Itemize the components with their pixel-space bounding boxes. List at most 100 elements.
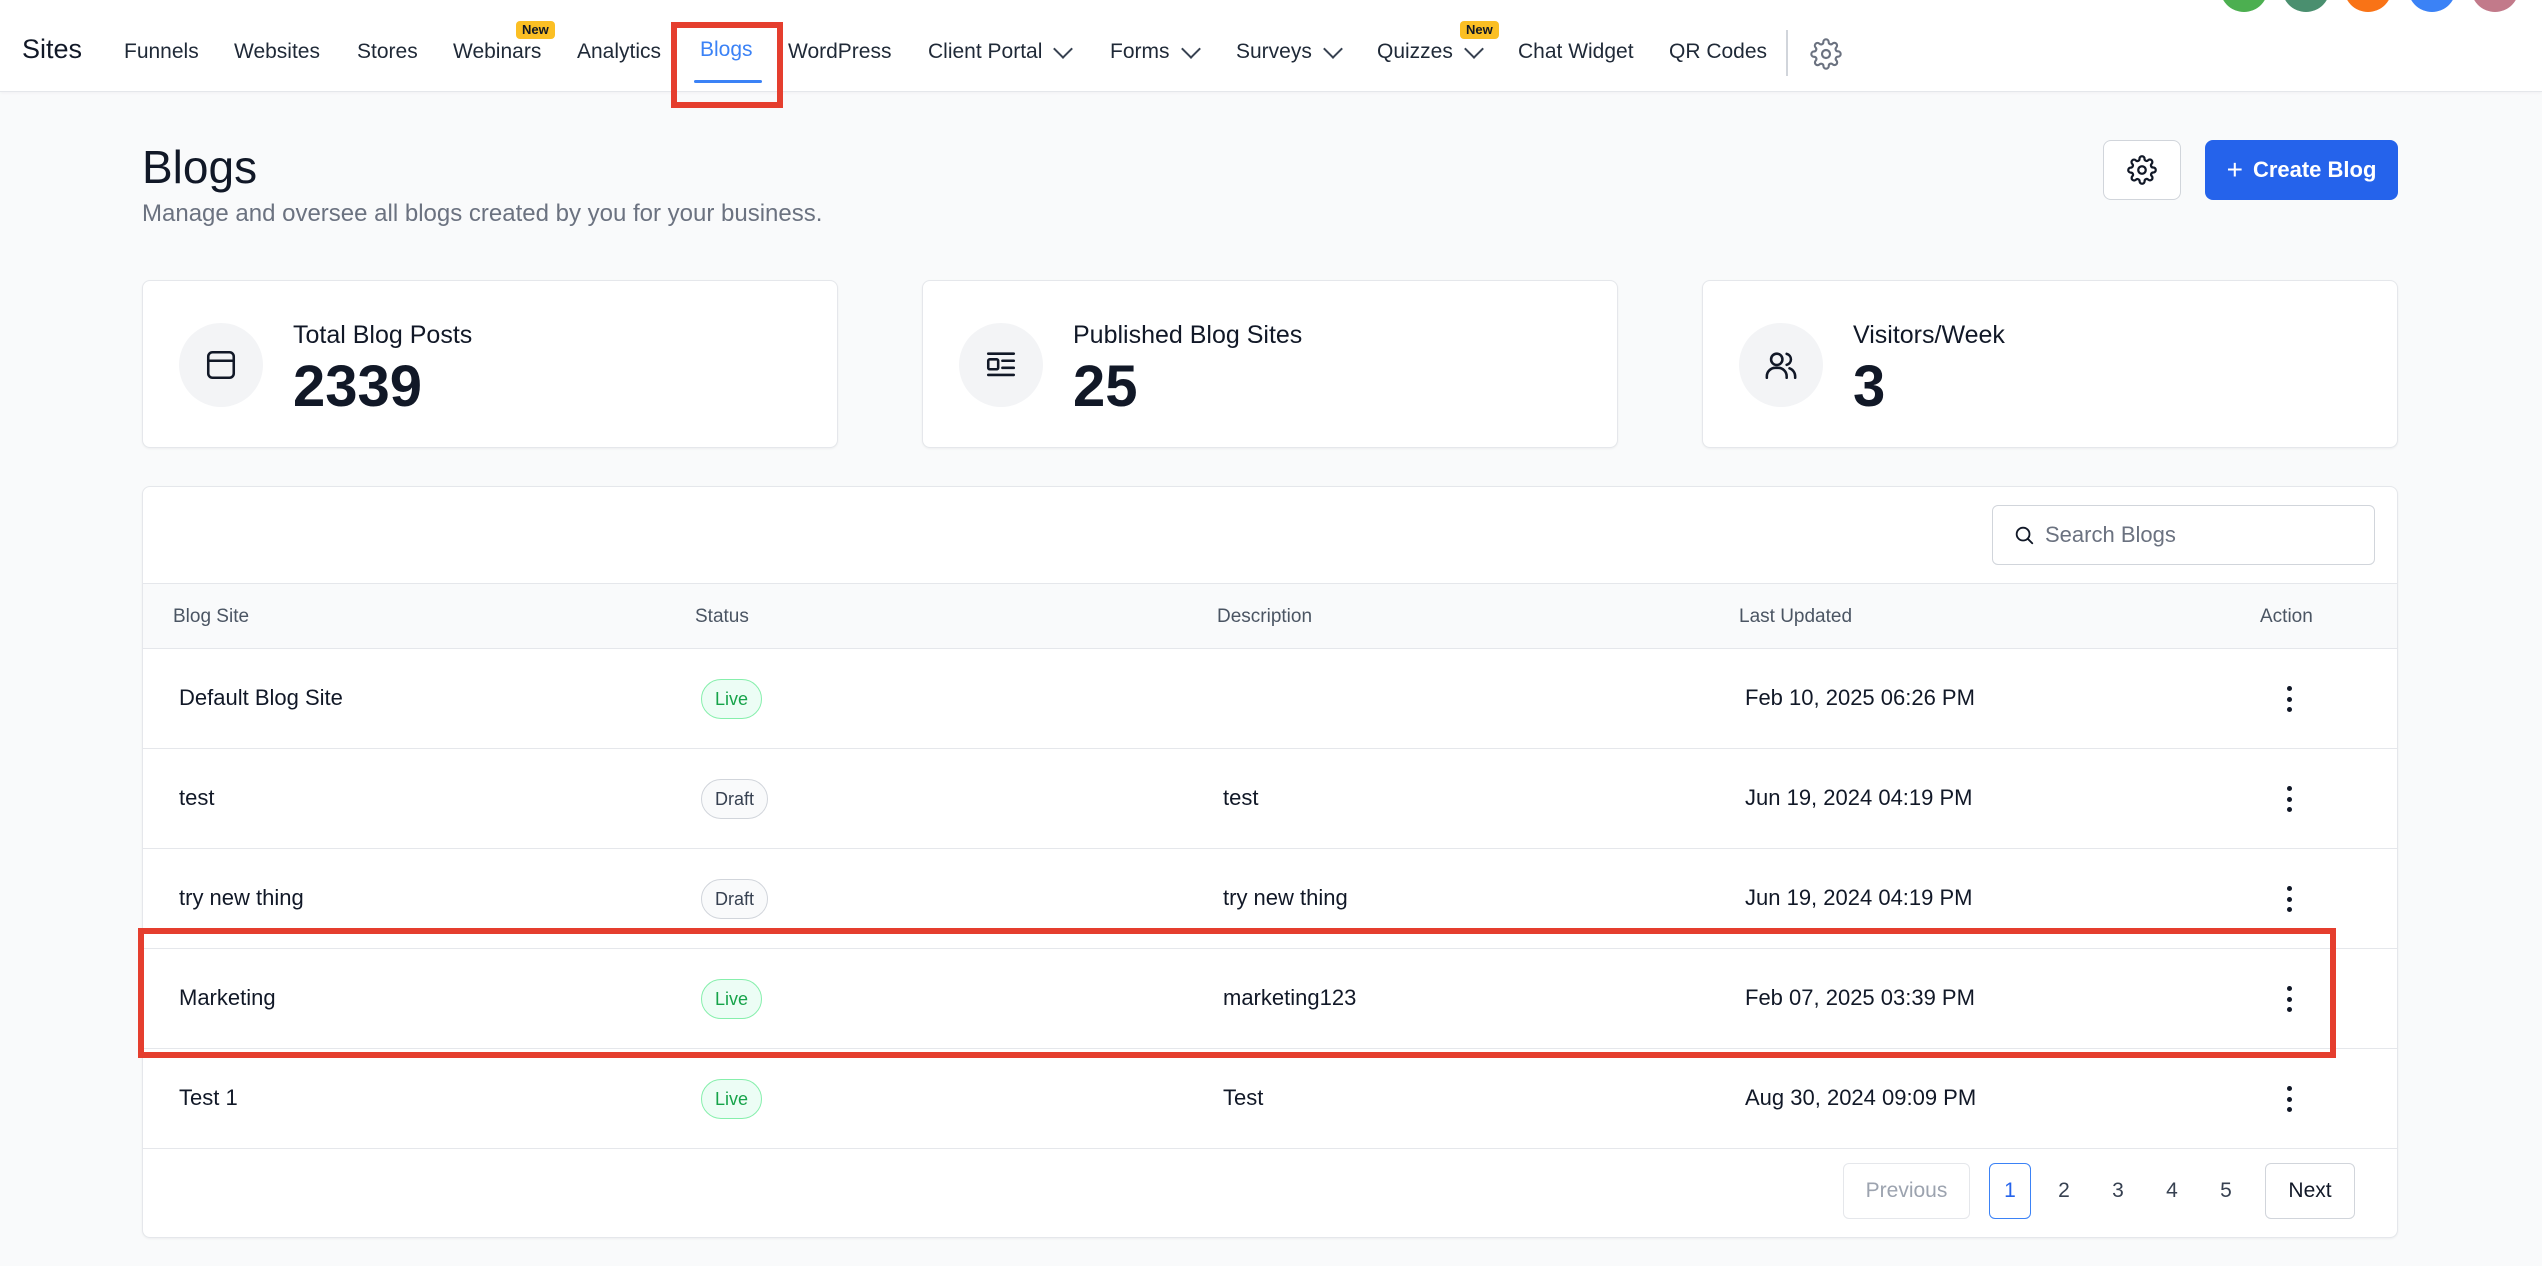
column-header-status[interactable]: Status xyxy=(695,606,749,627)
page-button-3[interactable]: 3 xyxy=(2112,1179,2124,1202)
nav-item-webinars[interactable]: Webinars xyxy=(453,40,541,64)
active-tab-indicator xyxy=(694,80,762,83)
status-badge: Live xyxy=(701,979,763,1019)
status-badge: Draft xyxy=(701,879,769,919)
column-header-blog-site[interactable]: Blog Site xyxy=(173,606,250,627)
stat-value: 2339 xyxy=(293,354,423,419)
table-row[interactable]: Marketing Live marketing123 Feb 07, 2025… xyxy=(143,949,2397,1049)
stat-card-total-posts: Total Blog Posts 2339 xyxy=(142,280,838,448)
status-badge: Draft xyxy=(701,779,769,819)
table-row[interactable]: Default Blog Site Live Feb 10, 2025 06:2… xyxy=(143,649,2397,749)
status-badge: Live xyxy=(701,1079,763,1119)
nav-item-client-portal[interactable]: Client Portal xyxy=(928,39,1074,64)
chevron-down-icon xyxy=(1053,39,1074,59)
last-updated: Feb 10, 2025 06:26 PM xyxy=(1745,685,1975,710)
more-options-icon[interactable] xyxy=(2279,683,2299,715)
nav-item-quizzes[interactable]: Quizzes xyxy=(1377,39,1484,64)
blog-site-name[interactable]: test xyxy=(179,785,215,810)
table-row[interactable]: try new thing Draft try new thing Jun 19… xyxy=(143,849,2397,949)
blog-site-name[interactable]: try new thing xyxy=(179,885,304,910)
new-badge: New xyxy=(516,21,555,39)
chevron-down-icon xyxy=(1322,39,1343,59)
plus-icon: + xyxy=(2226,154,2243,185)
avatar[interactable] xyxy=(2282,0,2330,12)
nav-item-blogs[interactable]: Blogs xyxy=(700,38,753,62)
next-page-button[interactable]: Next xyxy=(2265,1163,2355,1219)
nav-item-wordpress[interactable]: WordPress xyxy=(788,40,891,64)
create-blog-button[interactable]: + Create Blog xyxy=(2205,140,2398,200)
search-input[interactable] xyxy=(2045,522,2365,548)
new-badge: New xyxy=(1460,21,1499,39)
page-button-1[interactable]: 1 xyxy=(1989,1163,2031,1219)
previous-page-button[interactable]: Previous xyxy=(1843,1163,1970,1219)
avatar[interactable] xyxy=(2408,0,2456,12)
nav-label: Chat Widget xyxy=(1518,40,1634,63)
stat-card-published-sites: Published Blog Sites 25 xyxy=(922,280,1618,448)
nav-label: Funnels xyxy=(124,40,199,63)
nav-item-analytics[interactable]: Analytics xyxy=(577,40,661,64)
top-navigation: Sites Funnels Websites Stores Webinars N… xyxy=(0,0,2542,92)
nav-item-qr-codes[interactable]: QR Codes xyxy=(1669,40,1767,64)
avatar[interactable] xyxy=(2471,0,2519,12)
column-header-action: Action xyxy=(2260,606,2313,627)
article-icon xyxy=(959,323,1043,407)
nav-item-websites[interactable]: Websites xyxy=(234,40,320,64)
status-badge: Live xyxy=(701,679,763,719)
nav-label: QR Codes xyxy=(1669,40,1768,63)
blog-settings-button[interactable] xyxy=(2103,140,2181,200)
more-options-icon[interactable] xyxy=(2279,983,2299,1015)
gear-icon xyxy=(2127,155,2157,185)
nav-item-forms[interactable]: Forms xyxy=(1110,39,1201,64)
page-button-5[interactable]: 5 xyxy=(2220,1179,2232,1202)
stat-label: Total Blog Posts xyxy=(293,321,473,349)
last-updated: Feb 07, 2025 03:39 PM xyxy=(1745,985,1975,1010)
last-updated: Jun 19, 2024 04:19 PM xyxy=(1745,885,1973,910)
browser-window-icon xyxy=(179,323,263,407)
stat-value: 25 xyxy=(1073,354,1138,419)
more-options-icon[interactable] xyxy=(2279,883,2299,915)
column-header-last-updated[interactable]: Last Updated xyxy=(1739,606,1853,627)
table-row[interactable]: test Draft test Jun 19, 2024 04:19 PM xyxy=(143,749,2397,849)
chevron-down-icon xyxy=(1463,39,1484,59)
nav-label: Webinars xyxy=(453,40,542,63)
table-row[interactable]: Test 1 Live Test Aug 30, 2024 09:09 PM xyxy=(143,1049,2397,1149)
blog-site-name[interactable]: Default Blog Site xyxy=(179,685,343,710)
last-updated: Aug 30, 2024 09:09 PM xyxy=(1745,1085,1977,1110)
nav-item-stores[interactable]: Stores xyxy=(357,40,418,64)
table-header: Blog Site Status Description Last Update… xyxy=(143,583,2397,649)
avatar[interactable] xyxy=(2344,0,2392,12)
users-icon xyxy=(1739,323,1823,407)
stat-card-visitors-week: Visitors/Week 3 xyxy=(1702,280,2398,448)
page-title: Blogs xyxy=(142,141,258,193)
more-options-icon[interactable] xyxy=(2279,783,2299,815)
create-blog-label: Create Blog xyxy=(2252,157,2377,182)
nav-label: WordPress xyxy=(788,40,892,63)
nav-label: Websites xyxy=(234,40,320,63)
nav-divider xyxy=(1786,30,1788,76)
more-options-icon[interactable] xyxy=(2279,1083,2299,1115)
avatar[interactable] xyxy=(2220,0,2268,12)
nav-label: Blogs xyxy=(700,38,753,61)
blog-description: test xyxy=(1223,785,1259,810)
nav-item-chat-widget[interactable]: Chat Widget xyxy=(1518,40,1634,64)
blog-description: Test xyxy=(1223,1085,1264,1110)
blog-description: marketing123 xyxy=(1223,985,1357,1010)
stat-label: Published Blog Sites xyxy=(1073,321,1303,349)
nav-item-funnels[interactable]: Funnels xyxy=(124,40,199,64)
nav-label: Client Portal xyxy=(928,40,1043,63)
nav-item-surveys[interactable]: Surveys xyxy=(1236,39,1343,64)
blog-site-name[interactable]: Marketing xyxy=(179,985,276,1010)
column-header-description[interactable]: Description xyxy=(1217,606,1313,627)
nav-label: Surveys xyxy=(1236,40,1312,63)
page-button-4[interactable]: 4 xyxy=(2166,1179,2178,1202)
search-box[interactable] xyxy=(1992,505,2375,565)
blog-site-name[interactable]: Test 1 xyxy=(179,1085,238,1110)
gear-icon[interactable] xyxy=(1810,38,1842,70)
last-updated: Jun 19, 2024 04:19 PM xyxy=(1745,785,1973,810)
nav-label: Forms xyxy=(1110,40,1170,63)
nav-label: Analytics xyxy=(577,40,662,63)
page-button-2[interactable]: 2 xyxy=(2058,1179,2070,1202)
nav-label: Quizzes xyxy=(1377,40,1453,63)
page-subtitle: Manage and oversee all blogs created by … xyxy=(142,200,823,227)
brand-title: Sites xyxy=(22,34,83,64)
